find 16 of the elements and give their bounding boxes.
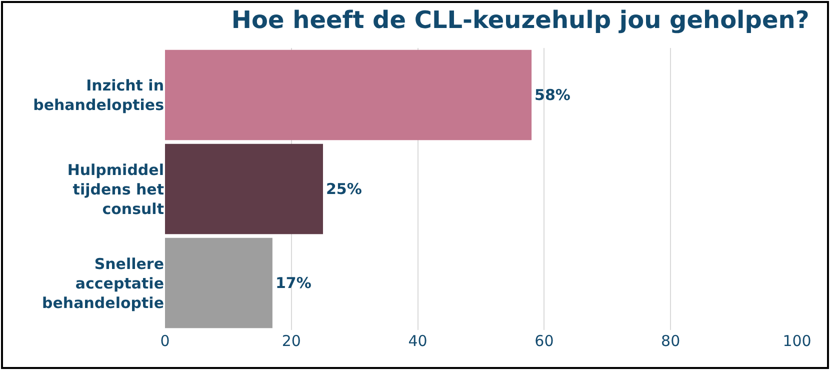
x-tick-label: 20 (282, 332, 301, 350)
chart-title: Hoe heeft de CLL-keuzehulp jou geholpen? (231, 6, 810, 34)
data-label: 17% (275, 274, 312, 292)
data-label: 25% (326, 180, 362, 198)
data-label: 58% (534, 86, 570, 104)
x-tick-label: 100 (782, 332, 812, 350)
x-tick-label: 40 (408, 332, 428, 350)
bar (165, 238, 272, 328)
x-tick-label: 60 (534, 332, 554, 350)
y-tick-label: Snellere acceptatie behandeloptie (42, 254, 164, 312)
bar (165, 144, 323, 234)
y-tick-label: Inzicht in behandelopties (33, 76, 164, 114)
bar (165, 50, 532, 140)
y-tick-label: Hulpmiddel tijdens het consult (67, 160, 164, 218)
x-tick-label: 80 (661, 332, 680, 350)
x-tick-label: 0 (160, 332, 170, 350)
